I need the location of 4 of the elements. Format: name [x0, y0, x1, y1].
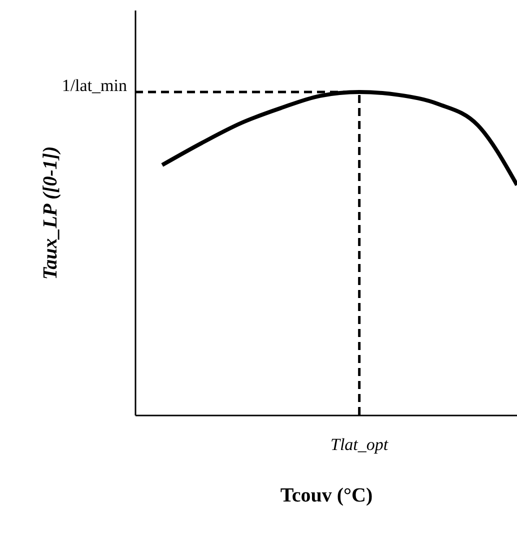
x-axis-title: Tcouv (°C): [280, 484, 373, 506]
y-axis-title: Taux_LP ([0-1]): [40, 146, 62, 280]
ref-line-label: 1/lat_min: [62, 76, 128, 96]
text: Tlat_opt: [330, 435, 390, 454]
